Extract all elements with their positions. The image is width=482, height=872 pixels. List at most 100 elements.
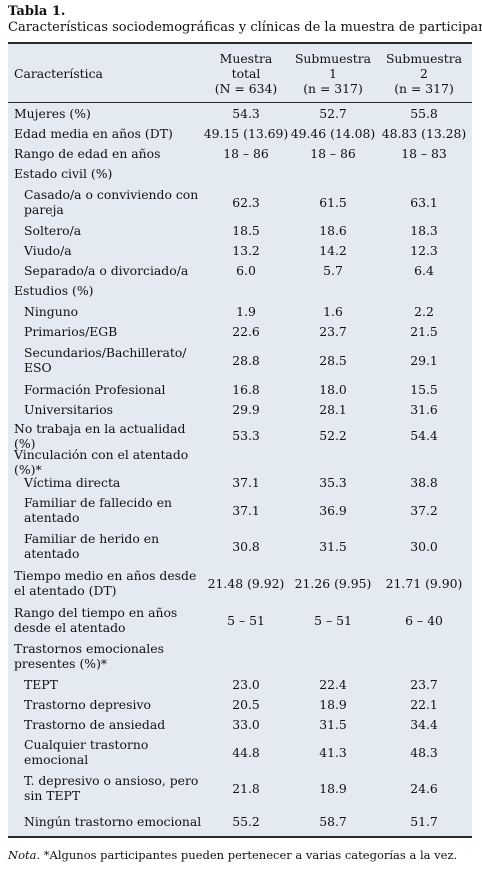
row-value-col3: 34.4 (410, 716, 438, 732)
row-value-col1: 49.15 (13.69) (203, 125, 289, 141)
table-row: Viudo/a 13.2 14.2 12.3 (8, 240, 472, 260)
data-table: Característica Muestra total (N = 634) S… (8, 42, 472, 838)
row-value-col1: 54.3 (232, 106, 260, 121)
row-value-col2: 31.5 (319, 716, 347, 732)
row-value-col3: 55.8 (410, 106, 438, 121)
row-value-col1: 18.5 (232, 222, 260, 238)
row-value-col2: 28.5 (319, 352, 347, 368)
row-label: Casado/a o conviviendo con pareja (24, 187, 199, 217)
table-row: Estado civil (%) (8, 163, 472, 184)
table-row: Mujeres (%) 54.3 52.7 55.8 (8, 104, 472, 123)
table-row: Vinculación con el atentado (%)* (8, 447, 472, 477)
row-value-col1 (204, 163, 288, 184)
row-value-col1 (204, 452, 288, 472)
row-label: Vinculación con el atentado (%)* (14, 447, 189, 477)
table-row: Tiempo medio en años desde el atentado (… (8, 564, 472, 602)
row-value-col2: 31.5 (319, 538, 347, 554)
row-label: Ninguno (24, 303, 79, 319)
row-value-col2: 58.7 (319, 813, 347, 829)
row-value-col3 (378, 163, 470, 184)
table-row: Universitarios 29.9 28.1 31.6 (8, 399, 472, 419)
row-label: Viudo/a (24, 242, 72, 258)
row-value-col2 (290, 452, 376, 472)
row-label: Estado civil (%) (14, 166, 113, 181)
row-value-col3: 48.83 (13.28) (381, 125, 467, 141)
table-row: Ningún trastorno emocional 55.2 58.7 51.7 (8, 806, 472, 836)
row-value-col3: 6 – 40 (405, 612, 443, 628)
row-value-col1: 20.5 (232, 696, 260, 712)
row-value-col3: 51.7 (410, 813, 438, 829)
row-value-col2: 22.4 (319, 676, 347, 692)
row-value-col1: 37.1 (232, 474, 260, 490)
row-label: TEPT (24, 676, 58, 692)
row-value-col2: 36.9 (319, 502, 347, 518)
row-label: Cualquier trastorno emocional (24, 737, 149, 767)
header-total-sample: Muestra total (N = 634) (214, 50, 278, 96)
table-row: Separado/a o divorciado/a 6.0 5.7 6.4 (8, 260, 472, 280)
row-label: Ningún trastorno emocional (24, 813, 202, 829)
row-value-col2 (290, 280, 376, 301)
row-label: Estudios (%) (14, 283, 94, 298)
row-label: Secundarios/Bachillerato/ ESO (24, 345, 187, 375)
row-value-col1: 37.1 (232, 502, 260, 518)
row-value-col2: 18.0 (319, 381, 347, 397)
row-value-col1: 22.6 (232, 323, 260, 339)
row-value-col2: 28.1 (319, 401, 347, 417)
row-label: No trabaja en la actualidad (%) (14, 420, 186, 451)
top-rule (8, 42, 472, 44)
row-label: Formación Profesional (24, 381, 166, 397)
table-subtitle: Características sociodemográficas y clín… (8, 20, 482, 35)
row-value-col1: 33.0 (232, 716, 260, 732)
row-label: Rango de edad en años (14, 145, 161, 161)
row-value-col3 (378, 452, 470, 472)
table-row: Casado/a o conviviendo con pareja 62.3 61.… (8, 184, 472, 220)
table-row: Edad media en años (DT) 49.15 (13.69) 49.4… (8, 123, 472, 143)
row-value-col3: 22.1 (410, 696, 438, 712)
row-value-col3: 18.3 (410, 222, 438, 238)
row-value-col1: 55.2 (232, 813, 260, 829)
row-value-col2: 1.6 (323, 303, 343, 319)
header-characteristic: Característica (14, 65, 103, 81)
table-row: Familiar de herido en atentado 30.8 31.5 30… (8, 528, 472, 564)
row-value-col2 (290, 163, 376, 184)
row-value-col2: 52.2 (319, 428, 347, 443)
row-value-col1: 23.0 (232, 676, 260, 692)
row-value-col3: 31.6 (410, 401, 438, 417)
table-row: Trastorno de ansiedad 33.0 31.5 34.4 (8, 714, 472, 734)
row-value-col2: 18 – 86 (310, 145, 356, 161)
row-value-col1: 28.8 (232, 352, 260, 368)
row-value-col3: 21.5 (410, 323, 438, 339)
note-text: *Algunos participantes pueden pertenecer… (40, 848, 458, 862)
row-value-col1: 21.48 (9.92) (207, 575, 285, 591)
header-rule (8, 102, 472, 103)
bottom-rule (8, 836, 472, 838)
row-value-col2: 52.7 (319, 106, 347, 121)
row-value-col2: 41.3 (319, 744, 347, 760)
row-value-col3 (378, 638, 470, 674)
row-value-col3: 6.4 (414, 262, 434, 278)
table-row: Rango del tiempo en años desde el atenta… (8, 602, 472, 638)
row-value-col2: 61.5 (319, 194, 347, 210)
row-value-col3: 29.1 (410, 352, 438, 368)
row-value-col1: 44.8 (232, 744, 260, 760)
row-value-col2: 49.46 (14.08) (290, 125, 376, 141)
row-value-col2: 14.2 (319, 242, 347, 258)
row-value-col2: 5 – 51 (314, 612, 352, 628)
row-label: Mujeres (%) (14, 106, 91, 121)
table-row: TEPT 23.0 22.4 23.7 (8, 674, 472, 694)
row-label: Tiempo medio en años desde el atentado (… (14, 568, 197, 598)
table-header: Característica Muestra total (N = 634) S… (8, 44, 472, 102)
table-note: Nota. *Algunos participantes pueden pert… (8, 848, 457, 862)
row-value-col3 (378, 280, 470, 301)
table-row: Trastornos emocionales presentes (%)* (8, 638, 472, 674)
table-row: Trastorno depresivo 20.5 18.9 22.1 (8, 694, 472, 714)
row-value-col3: 24.6 (410, 780, 438, 796)
row-value-col1: 29.9 (232, 401, 260, 417)
row-label: Universitarios (24, 401, 114, 417)
row-label: Familiar de herido en atentado (24, 531, 160, 561)
table-row: Formación Profesional 16.8 18.0 15.5 (8, 379, 472, 399)
row-label: Primarios/EGB (24, 323, 118, 339)
row-value-col3: 38.8 (410, 474, 438, 490)
row-value-col3: 37.2 (410, 502, 438, 518)
table-row: Soltero/a 18.5 18.6 18.3 (8, 220, 472, 240)
